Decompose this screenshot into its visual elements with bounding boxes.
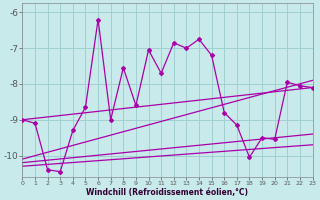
X-axis label: Windchill (Refroidissement éolien,°C): Windchill (Refroidissement éolien,°C) xyxy=(86,188,248,197)
